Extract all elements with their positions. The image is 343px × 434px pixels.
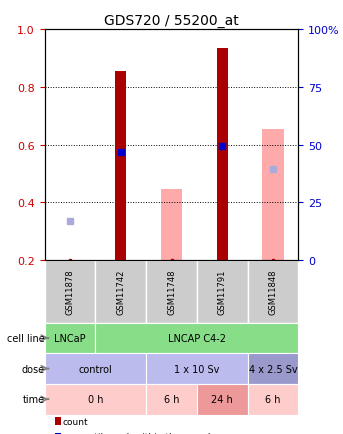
Text: control: control <box>79 364 112 374</box>
Bar <box>55 433 61 434</box>
FancyBboxPatch shape <box>45 260 95 323</box>
Text: GSM11848: GSM11848 <box>269 269 277 314</box>
Bar <box>55 417 61 425</box>
Text: GSM11742: GSM11742 <box>116 269 125 314</box>
FancyBboxPatch shape <box>146 260 197 323</box>
Text: count: count <box>63 417 88 426</box>
Bar <box>115 72 126 260</box>
Text: percentile rank within the sample: percentile rank within the sample <box>63 432 216 434</box>
Text: GSM11748: GSM11748 <box>167 269 176 314</box>
Title: GDS720 / 55200_at: GDS720 / 55200_at <box>104 14 239 28</box>
FancyBboxPatch shape <box>248 353 298 384</box>
Text: GSM11791: GSM11791 <box>218 269 227 314</box>
FancyBboxPatch shape <box>146 384 197 414</box>
FancyBboxPatch shape <box>45 384 146 414</box>
FancyBboxPatch shape <box>248 260 298 323</box>
Text: LNCaP: LNCaP <box>54 333 86 343</box>
FancyBboxPatch shape <box>248 384 298 414</box>
FancyBboxPatch shape <box>197 384 248 414</box>
Bar <box>161 190 182 260</box>
FancyBboxPatch shape <box>146 353 248 384</box>
FancyBboxPatch shape <box>95 323 298 353</box>
Text: 1 x 10 Sv: 1 x 10 Sv <box>174 364 220 374</box>
FancyBboxPatch shape <box>197 260 248 323</box>
Text: 4 x 2.5 Sv: 4 x 2.5 Sv <box>249 364 297 374</box>
Text: time: time <box>22 395 45 404</box>
FancyBboxPatch shape <box>45 353 146 384</box>
Text: dose: dose <box>22 364 45 374</box>
Bar <box>262 129 284 260</box>
Bar <box>217 49 228 260</box>
Text: GSM11878: GSM11878 <box>66 269 74 314</box>
Text: 6 h: 6 h <box>265 395 281 404</box>
Text: cell line: cell line <box>7 333 45 343</box>
FancyBboxPatch shape <box>45 323 95 353</box>
Text: LNCAP C4-2: LNCAP C4-2 <box>168 333 226 343</box>
Text: 6 h: 6 h <box>164 395 179 404</box>
FancyBboxPatch shape <box>95 260 146 323</box>
Text: 0 h: 0 h <box>87 395 103 404</box>
Text: 24 h: 24 h <box>211 395 233 404</box>
